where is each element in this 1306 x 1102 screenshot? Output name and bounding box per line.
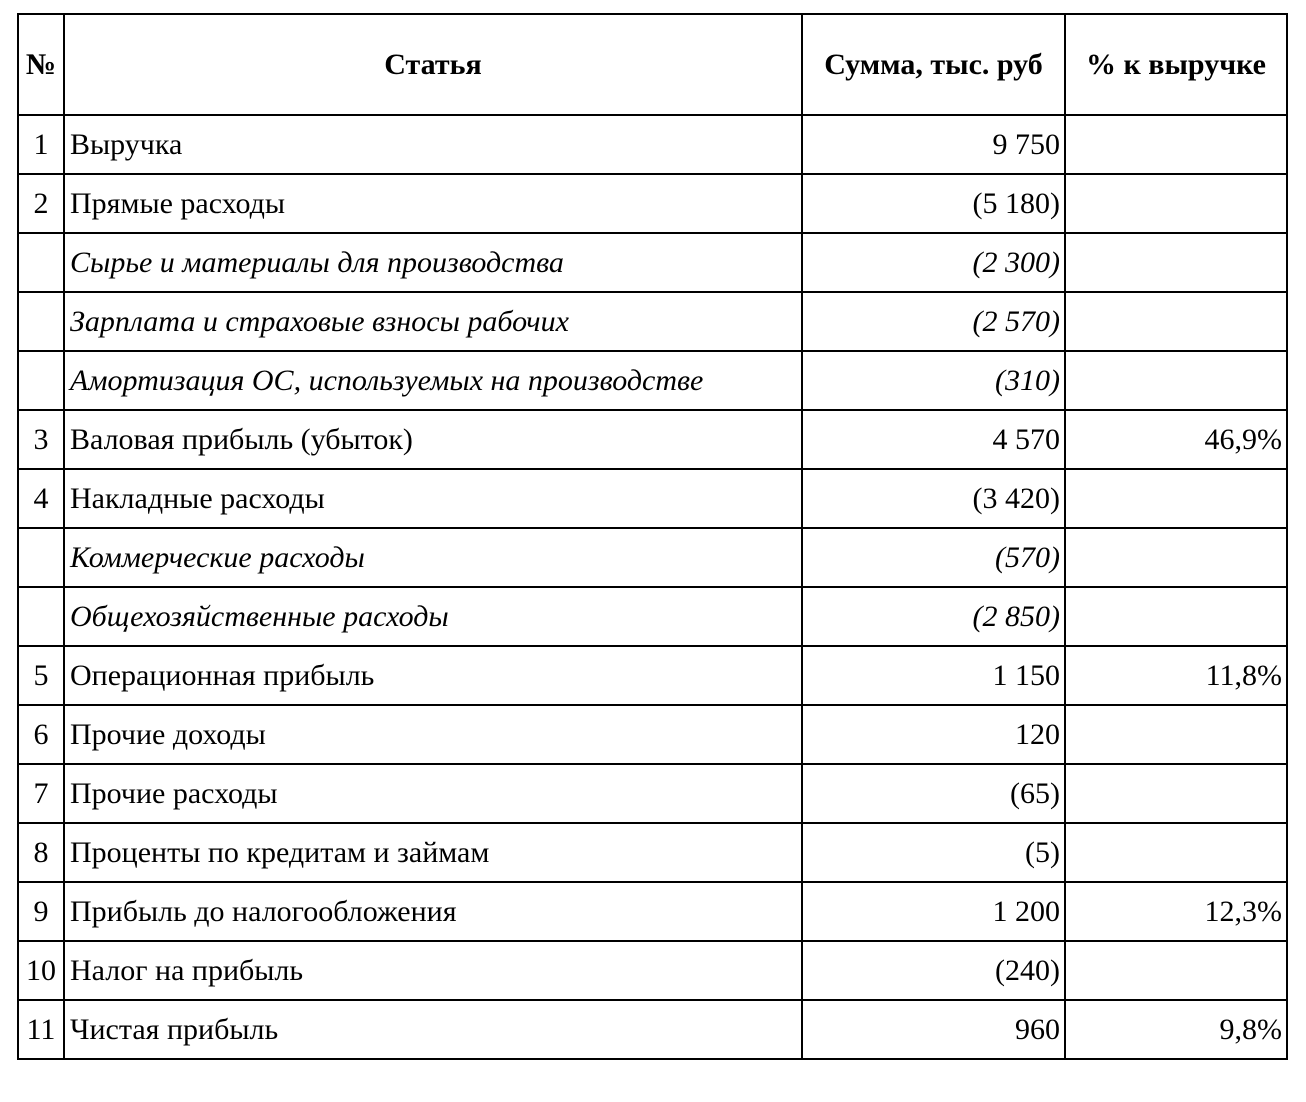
header-row: № Статья Сумма, тыс. руб % к выручке <box>17 13 1288 116</box>
row-number: 4 <box>17 468 65 529</box>
table-subrow: Сырье и материалы для производства (2 300… <box>17 232 1288 293</box>
row-item: Общехозяйственные расходы <box>63 586 803 647</box>
row-number: 11 <box>17 999 65 1060</box>
row-percent <box>1064 114 1288 175</box>
row-item: Прямые расходы <box>63 173 803 234</box>
row-number <box>17 232 65 293</box>
row-amount: (2 850) <box>801 586 1066 647</box>
row-number <box>17 291 65 352</box>
row-item: Выручка <box>63 114 803 175</box>
row-percent <box>1064 232 1288 293</box>
row-amount: 120 <box>801 704 1066 765</box>
row-number: 2 <box>17 173 65 234</box>
row-percent <box>1064 822 1288 883</box>
row-number: 9 <box>17 881 65 942</box>
table-subrow: Зарплата и страховые взносы рабочих (2 57… <box>17 291 1288 352</box>
row-percent: 9,8% <box>1064 999 1288 1060</box>
row-amount: (310) <box>801 350 1066 411</box>
row-percent <box>1064 527 1288 588</box>
row-number <box>17 527 65 588</box>
row-amount: (5) <box>801 822 1066 883</box>
table-row: 7 Прочие расходы (65) <box>17 763 1288 824</box>
row-amount: 4 570 <box>801 409 1066 470</box>
table-row: 8 Проценты по кредитам и займам (5) <box>17 822 1288 883</box>
table-row: 9 Прибыль до налогообложения 1 200 12,3% <box>17 881 1288 942</box>
table-row: 5 Операционная прибыль 1 150 11,8% <box>17 645 1288 706</box>
row-percent: 11,8% <box>1064 645 1288 706</box>
header-percent: % к выручке <box>1064 13 1288 116</box>
row-amount: 9 750 <box>801 114 1066 175</box>
row-amount: (5 180) <box>801 173 1066 234</box>
row-amount: (65) <box>801 763 1066 824</box>
row-percent <box>1064 468 1288 529</box>
row-percent: 12,3% <box>1064 881 1288 942</box>
table-subrow: Общехозяйственные расходы (2 850) <box>17 586 1288 647</box>
row-percent: 46,9% <box>1064 409 1288 470</box>
table-row: 11 Чистая прибыль 960 9,8% <box>17 999 1288 1060</box>
table-row: 2 Прямые расходы (5 180) <box>17 173 1288 234</box>
table-subrow: Амортизация ОС, используемых на производ… <box>17 350 1288 411</box>
table-row: 1 Выручка 9 750 <box>17 114 1288 175</box>
row-amount: 1 150 <box>801 645 1066 706</box>
row-number: 6 <box>17 704 65 765</box>
row-number: 3 <box>17 409 65 470</box>
row-percent <box>1064 350 1288 411</box>
row-amount: (570) <box>801 527 1066 588</box>
row-number: 5 <box>17 645 65 706</box>
row-amount: 960 <box>801 999 1066 1060</box>
row-percent <box>1064 763 1288 824</box>
row-item: Проценты по кредитам и займам <box>63 822 803 883</box>
row-item: Валовая прибыль (убыток) <box>63 409 803 470</box>
table-row: 10 Налог на прибыль (240) <box>17 940 1288 1001</box>
row-item: Прочие доходы <box>63 704 803 765</box>
header-number: № <box>17 13 65 116</box>
row-item: Операционная прибыль <box>63 645 803 706</box>
row-item: Амортизация ОС, используемых на производ… <box>63 350 803 411</box>
row-number <box>17 586 65 647</box>
table-subrow: Коммерческие расходы (570) <box>17 527 1288 588</box>
row-percent <box>1064 586 1288 647</box>
row-number: 8 <box>17 822 65 883</box>
row-amount: (2 570) <box>801 291 1066 352</box>
row-number <box>17 350 65 411</box>
row-number: 7 <box>17 763 65 824</box>
row-item: Зарплата и страховые взносы рабочих <box>63 291 803 352</box>
table-row: 4 Накладные расходы (3 420) <box>17 468 1288 529</box>
table-row: 3 Валовая прибыль (убыток) 4 570 46,9% <box>17 409 1288 470</box>
row-percent <box>1064 704 1288 765</box>
row-number: 1 <box>17 114 65 175</box>
row-amount: (240) <box>801 940 1066 1001</box>
row-percent <box>1064 940 1288 1001</box>
row-item: Накладные расходы <box>63 468 803 529</box>
row-amount: 1 200 <box>801 881 1066 942</box>
table-row: 6 Прочие доходы 120 <box>17 704 1288 765</box>
header-amount: Сумма, тыс. руб <box>801 13 1066 116</box>
row-number: 10 <box>17 940 65 1001</box>
row-item: Прибыль до налогообложения <box>63 881 803 942</box>
row-percent <box>1064 173 1288 234</box>
row-item: Коммерческие расходы <box>63 527 803 588</box>
row-item: Налог на прибыль <box>63 940 803 1001</box>
row-percent <box>1064 291 1288 352</box>
header-item: Статья <box>63 13 803 116</box>
row-item: Чистая прибыль <box>63 999 803 1060</box>
row-item: Прочие расходы <box>63 763 803 824</box>
row-amount: (2 300) <box>801 232 1066 293</box>
row-amount: (3 420) <box>801 468 1066 529</box>
row-item: Сырье и материалы для производства <box>63 232 803 293</box>
profit-loss-table: № Статья Сумма, тыс. руб % к выручке 1 Вы… <box>17 13 1288 1060</box>
